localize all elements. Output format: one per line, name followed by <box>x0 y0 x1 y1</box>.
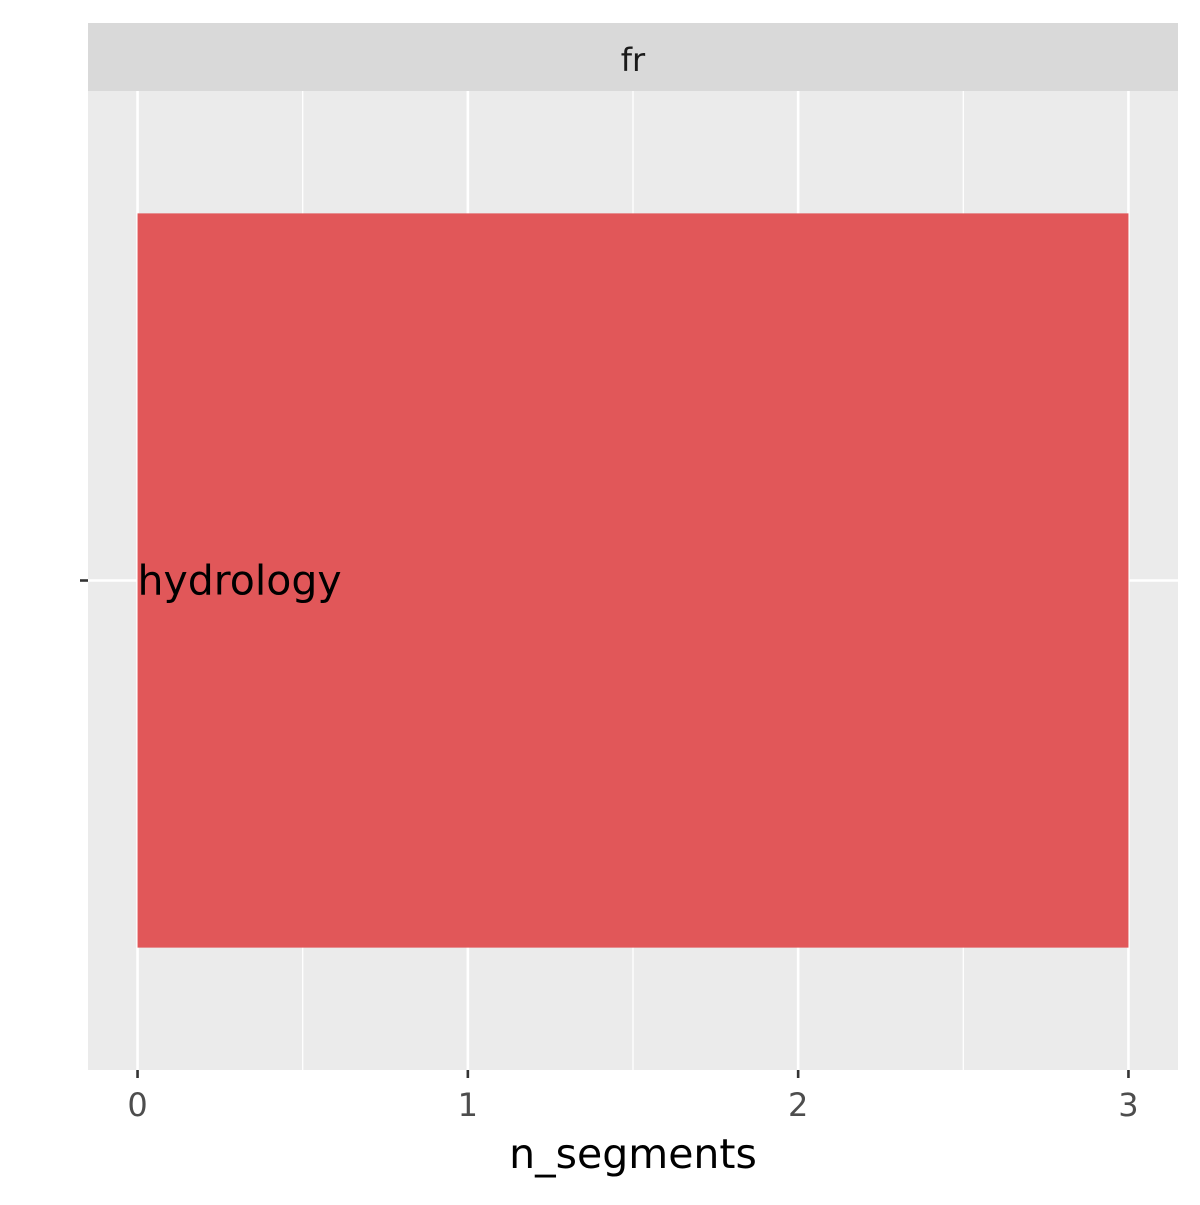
bar-layer <box>137 213 1129 948</box>
x-axis-title: n_segments <box>509 1130 757 1178</box>
bar-label: hydrology <box>138 557 342 605</box>
bar-hydrology <box>137 213 1129 948</box>
x-tick-label: 2 <box>788 1086 808 1124</box>
facet-strip <box>88 23 1178 91</box>
x-tick-label: 0 <box>127 1086 147 1124</box>
facet-label: fr <box>621 41 646 79</box>
label-layer: hydrology <box>138 557 342 605</box>
x-tick-label: 1 <box>458 1086 478 1124</box>
x-tick-label: 3 <box>1118 1086 1138 1124</box>
axis-layer: 0 1 2 3 <box>80 579 1139 1124</box>
